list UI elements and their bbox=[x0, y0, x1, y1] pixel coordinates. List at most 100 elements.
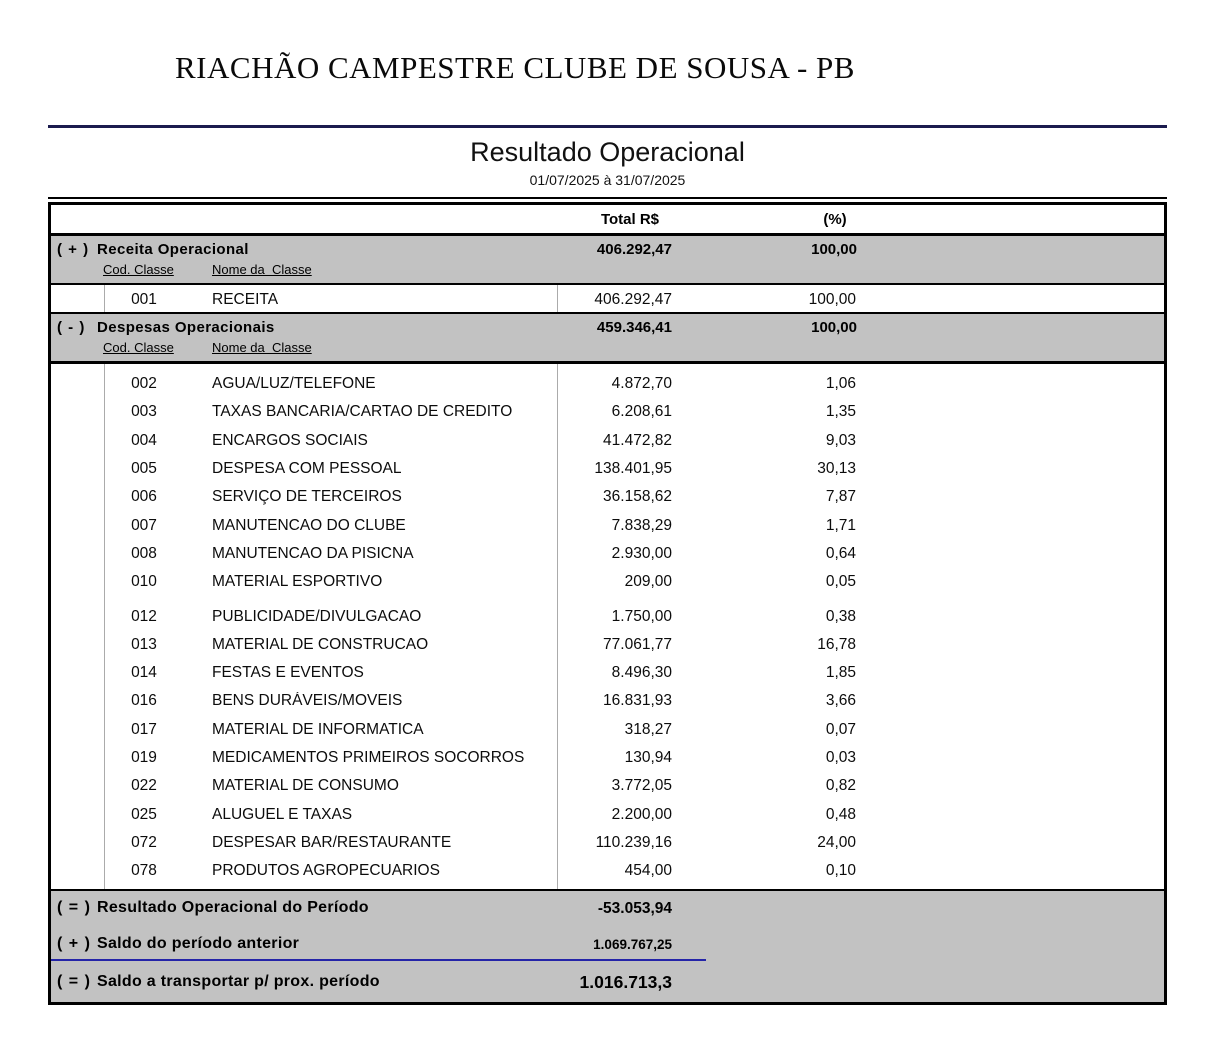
class-row: 014 FESTAS E EVENTOS 8.496,30 1,85 bbox=[51, 659, 1164, 687]
class-name: MATERIAL ESPORTIVO bbox=[212, 573, 383, 591]
class-row: 019 MEDICAMENTOS PRIMEIROS SOCORROS 130,… bbox=[51, 744, 1164, 772]
class-percent: 1,71 bbox=[825, 516, 856, 534]
class-name: AGUA/LUZ/TELEFONE bbox=[212, 375, 376, 393]
class-total: 130,94 bbox=[624, 749, 672, 766]
class-name: PRODUTOS AGROPECUARIOS bbox=[212, 862, 440, 880]
class-name: MATERIAL DE INFORMATICA bbox=[212, 720, 424, 738]
summary-label: Saldo a transportar p/ prox. período bbox=[97, 973, 380, 991]
class-total: 454,00 bbox=[624, 862, 672, 880]
class-row: 003 TAXAS BANCARIA/CARTAO DE CREDITO 6.2… bbox=[51, 398, 1164, 426]
class-row: 072 DESPESAR BAR/RESTAURANTE 110.239,16 … bbox=[51, 829, 1164, 857]
class-code: 016 bbox=[131, 692, 157, 710]
class-total: 16.831,93 bbox=[603, 692, 672, 710]
class-total: 4.872,70 bbox=[611, 375, 672, 393]
class-code: 002 bbox=[131, 375, 157, 393]
class-total: 7.838,29 bbox=[611, 516, 672, 534]
class-code: 025 bbox=[131, 805, 157, 823]
company-title: RIACHÃO CAMPESTRE CLUBE DE SOUSA - PB bbox=[175, 50, 855, 85]
class-code: 019 bbox=[131, 749, 157, 766]
class-total: 318,27 bbox=[624, 720, 672, 738]
class-code: 013 bbox=[131, 635, 157, 653]
class-percent: 1,35 bbox=[825, 403, 856, 421]
class-code: 003 bbox=[131, 403, 157, 421]
receita-rows: 001 RECEITA 406.292,47 100,00 bbox=[51, 283, 1164, 314]
class-code: 005 bbox=[131, 460, 157, 478]
class-code: 022 bbox=[131, 777, 157, 795]
class-code: 008 bbox=[131, 544, 157, 562]
class-name: MEDICAMENTOS PRIMEIROS SOCORROS bbox=[212, 749, 525, 766]
class-code: 014 bbox=[131, 664, 157, 682]
class-code: 007 bbox=[131, 516, 157, 534]
class-percent: 30,13 bbox=[817, 460, 856, 478]
class-code: 072 bbox=[131, 833, 157, 851]
column-header-row: Total R$ (%) bbox=[51, 205, 1164, 236]
class-row: 001 RECEITA 406.292,47 100,00 bbox=[51, 287, 1164, 312]
summary-sign: ( = ) bbox=[57, 973, 91, 991]
class-row: 008 MANUTENCAO DA PISICNA 2.930,00 0,64 bbox=[51, 540, 1164, 568]
class-code: 012 bbox=[131, 607, 157, 625]
class-total: 110.239,16 bbox=[595, 833, 672, 851]
class-row: 002 AGUA/LUZ/TELEFONE 4.872,70 1,06 bbox=[51, 370, 1164, 398]
class-total: 138.401,95 bbox=[594, 460, 672, 478]
class-name: RECEITA bbox=[212, 290, 279, 308]
class-row: 025 ALUGUEL E TAXAS 2.200,00 0,48 bbox=[51, 800, 1164, 828]
section-sign: ( - ) bbox=[57, 319, 86, 336]
class-total: 77.061,77 bbox=[603, 635, 672, 653]
section-total: 406.292,47 bbox=[596, 241, 672, 258]
column-header-percent: (%) bbox=[823, 211, 847, 228]
summary-sign: ( + ) bbox=[57, 935, 91, 953]
class-name: SERVIÇO DE TERCEIROS bbox=[212, 488, 402, 506]
report-title: Resultado Operacional bbox=[470, 137, 745, 167]
table-top-line bbox=[48, 197, 1167, 199]
class-name: ALUGUEL E TAXAS bbox=[212, 805, 353, 823]
class-percent: 0,07 bbox=[825, 720, 856, 738]
class-name: ENCARGOS SOCIAIS bbox=[212, 431, 368, 449]
class-code: 001 bbox=[131, 290, 157, 308]
section-label: Receita Operacional bbox=[97, 241, 249, 258]
class-total: 406.292,47 bbox=[594, 290, 672, 308]
class-percent: 1,06 bbox=[825, 375, 856, 393]
class-total: 8.496,30 bbox=[611, 664, 672, 682]
class-name: MANUTENCAO DA PISICNA bbox=[212, 544, 414, 562]
section-percent: 100,00 bbox=[811, 241, 857, 258]
despesas-rows: 002 AGUA/LUZ/TELEFONE 4.872,70 1,06 003 … bbox=[51, 361, 1164, 892]
summary-label: Saldo do período anterior bbox=[97, 935, 300, 953]
section-total: 459.346,41 bbox=[596, 319, 672, 336]
class-row: 005 DESPESA COM PESSOAL 138.401,95 30,13 bbox=[51, 455, 1164, 483]
vertical-divider bbox=[104, 364, 105, 890]
class-total: 6.208,61 bbox=[611, 403, 672, 421]
vertical-divider bbox=[104, 285, 105, 312]
class-total: 41.472,82 bbox=[603, 431, 672, 449]
class-percent: 16,78 bbox=[817, 635, 856, 653]
class-row: 017 MATERIAL DE INFORMATICA 318,27 0,07 bbox=[51, 716, 1164, 744]
class-name: DESPESAR BAR/RESTAURANTE bbox=[212, 833, 452, 851]
class-percent: 1,85 bbox=[825, 664, 856, 682]
class-percent: 0,48 bbox=[825, 805, 856, 823]
class-total: 209,00 bbox=[624, 573, 672, 591]
report-period: 01/07/2025 à 31/07/2025 bbox=[529, 172, 686, 188]
class-percent: 24,00 bbox=[817, 833, 856, 851]
class-percent: 3,66 bbox=[825, 692, 856, 710]
class-row: 007 MANUTENCAO DO CLUBE 7.838,29 1,71 bbox=[51, 511, 1164, 539]
section-band-despesas: ( - ) Despesas Operacionais 459.346,41 1… bbox=[51, 314, 1164, 361]
vertical-divider bbox=[557, 364, 558, 890]
column-header-total: Total R$ bbox=[600, 211, 660, 228]
class-row: 013 MATERIAL DE CONSTRUCAO 77.061,77 16,… bbox=[51, 631, 1164, 659]
class-name: MATERIAL DE CONSUMO bbox=[212, 777, 399, 795]
class-row: 022 MATERIAL DE CONSUMO 3.772,05 0,82 bbox=[51, 772, 1164, 800]
section-sign: ( + ) bbox=[57, 241, 90, 258]
summary-section: ( = ) Resultado Operacional do Período -… bbox=[51, 891, 1164, 1002]
summary-sign: ( = ) bbox=[57, 899, 91, 917]
class-row: 010 MATERIAL ESPORTIVO 209,00 0,05 bbox=[51, 568, 1164, 596]
summary-value: 1.069.767,25 bbox=[593, 937, 672, 953]
class-total: 36.158,62 bbox=[603, 488, 672, 506]
class-total: 3.772,05 bbox=[611, 777, 672, 795]
class-total: 2.930,00 bbox=[611, 544, 672, 562]
subheader-nome-classe: Nome da Classe bbox=[212, 340, 312, 355]
class-name: MATERIAL DE CONSTRUCAO bbox=[212, 635, 429, 653]
class-name: FESTAS E EVENTOS bbox=[212, 664, 364, 682]
class-name: DESPESA COM PESSOAL bbox=[212, 460, 402, 478]
summary-label: Resultado Operacional do Período bbox=[97, 899, 369, 917]
class-name: BENS DURÁVEIS/MOVEIS bbox=[212, 692, 403, 710]
